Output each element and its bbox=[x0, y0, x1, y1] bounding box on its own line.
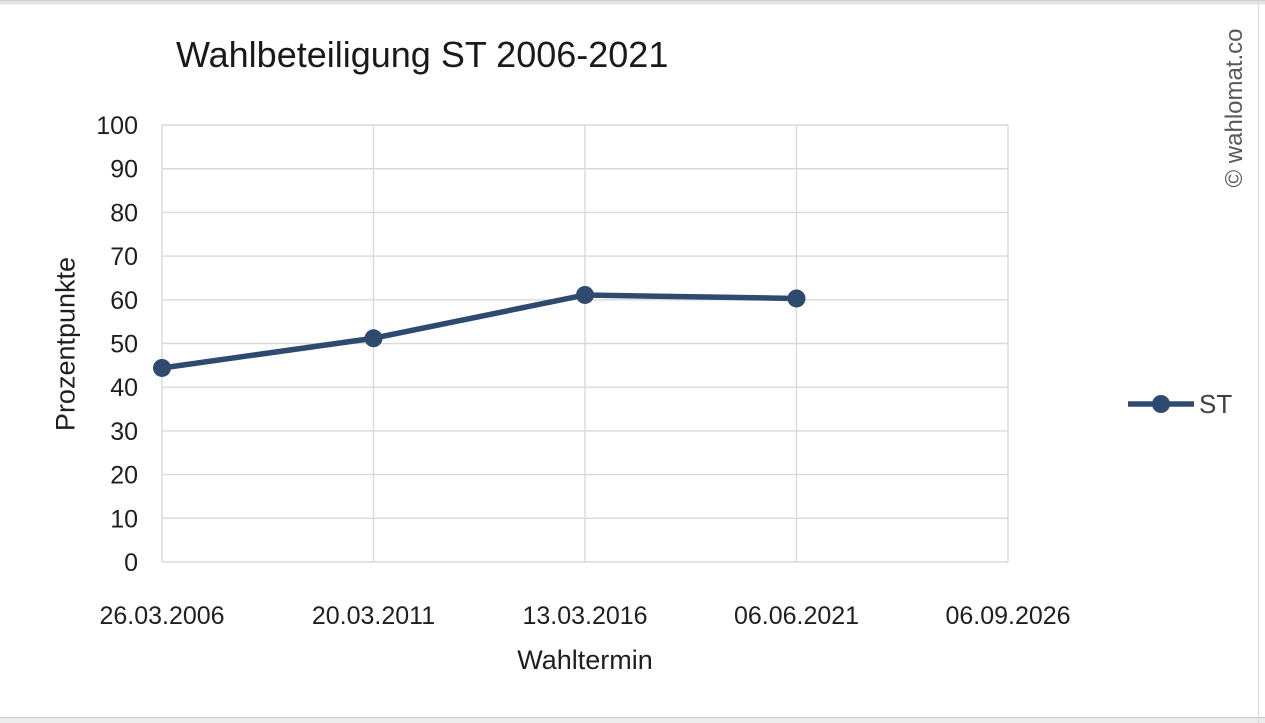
chart-title: Wahlbeteiligung ST 2006-2021 bbox=[176, 34, 669, 75]
y-tick-label: 80 bbox=[110, 199, 138, 227]
y-tick-label: 0 bbox=[124, 549, 138, 577]
data-point-st bbox=[787, 289, 806, 308]
window-edge-right-line bbox=[1258, 0, 1259, 723]
y-tick-label: 30 bbox=[110, 418, 138, 446]
x-tick-label: 06.06.2021 bbox=[734, 602, 859, 630]
window-edge-top bbox=[0, 0, 1265, 5]
x-tick-label: 20.03.2011 bbox=[312, 602, 435, 630]
x-tick-label: 26.03.2006 bbox=[99, 602, 224, 630]
x-axis-title: Wahltermin bbox=[517, 645, 653, 675]
y-tick-label: 70 bbox=[110, 243, 138, 271]
data-point-st bbox=[153, 358, 171, 377]
window-edge-bottom bbox=[0, 717, 1265, 723]
series-line-st bbox=[159, 292, 800, 371]
data-point-st bbox=[576, 285, 594, 304]
legend-marker-st bbox=[1152, 395, 1170, 413]
x-tick-label: 06.09.2026 bbox=[945, 602, 1070, 630]
x-tick-label: 13.03.2016 bbox=[522, 602, 647, 630]
y-tick-label: 10 bbox=[110, 505, 138, 533]
data-point-st bbox=[364, 329, 383, 348]
y-tick-label: 60 bbox=[110, 287, 138, 315]
y-tick-label: 90 bbox=[110, 156, 138, 184]
y-tick-label: 50 bbox=[110, 331, 138, 359]
y-tick-label: 20 bbox=[110, 462, 138, 490]
y-tick-label: 40 bbox=[110, 374, 138, 402]
y-tick-label: 100 bbox=[96, 112, 138, 140]
legend-label-st: ST bbox=[1199, 389, 1232, 419]
